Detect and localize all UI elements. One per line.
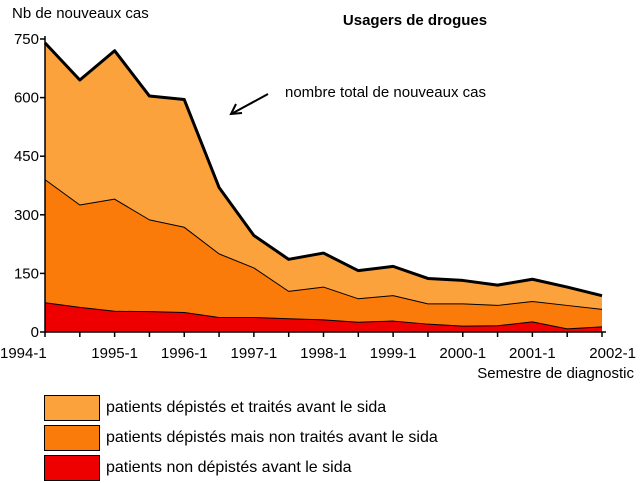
total-line [43, 41, 603, 298]
x-tick-label: 1995-1 [91, 345, 138, 362]
area-patients-non-depistes-avant-le-sida [45, 302, 602, 332]
y-tick-label: 600 [14, 90, 39, 107]
legend-item-non-traites: patients dépistés mais non traités avant… [44, 423, 438, 453]
area-patients-depistes-mais-non-traites-avant-le-sida [45, 179, 602, 329]
x-tick-label: 1998-1 [300, 345, 347, 362]
chart-axes: 0 150 300 450 600 750 1994-1 1995-1 1996-1 1997-1… [0, 31, 636, 362]
y-tick-label: 750 [14, 31, 39, 48]
annotation-arrow [229, 93, 269, 116]
y-tick-label: 150 [14, 265, 39, 282]
x-tick-label: 1999-1 [370, 345, 417, 362]
y-tick-label: 0 [31, 324, 39, 341]
legend-item-non-depistes: patients non dépistés avant le sida [44, 453, 438, 483]
legend-label-traites: patients dépistés et traités avant le si… [106, 399, 387, 416]
legend-swatch-non-depistes [44, 455, 100, 481]
legend-swatch-non-traites [44, 425, 100, 451]
legend-label-non-depistes: patients non dépistés avant le sida [106, 459, 352, 476]
chart-legend: patients dépistés et traités avant le si… [44, 393, 438, 483]
area-patients-depistes-et-traites-avant-le-sida [45, 42, 602, 310]
x-tick-label: 1996-1 [161, 345, 208, 362]
legend-swatch-traites [44, 395, 100, 421]
x-tick-label: 2000-1 [439, 345, 486, 362]
y-tick-label: 450 [14, 148, 39, 165]
y-tick-label: 300 [14, 207, 39, 224]
y-axis-label: Nb de nouveaux cas [12, 5, 149, 22]
legend-label-non-traites: patients dépistés mais non traités avant… [106, 429, 438, 446]
boundary-line-2 [44, 179, 603, 310]
legend-item-traites: patients dépistés et traités avant le si… [44, 393, 438, 423]
chart-areas [43, 41, 603, 332]
area-chart: 0 150 300 450 600 750 1994-1 1995-1 1996-1 1997-1… [0, 5, 636, 382]
x-tick-label: 1997-1 [231, 345, 278, 362]
x-tick-label: 1994-1 [0, 345, 47, 362]
annotation-total: nombre total de nouveaux cas [285, 84, 486, 101]
boundary-line-1 [44, 302, 603, 330]
x-axis-label: Semestre de diagnostic [477, 365, 634, 382]
x-tick-label: 2001-1 [509, 345, 556, 362]
chart-title: Usagers de drogues [343, 12, 487, 29]
x-tick-label: 2002-1 [589, 345, 636, 362]
